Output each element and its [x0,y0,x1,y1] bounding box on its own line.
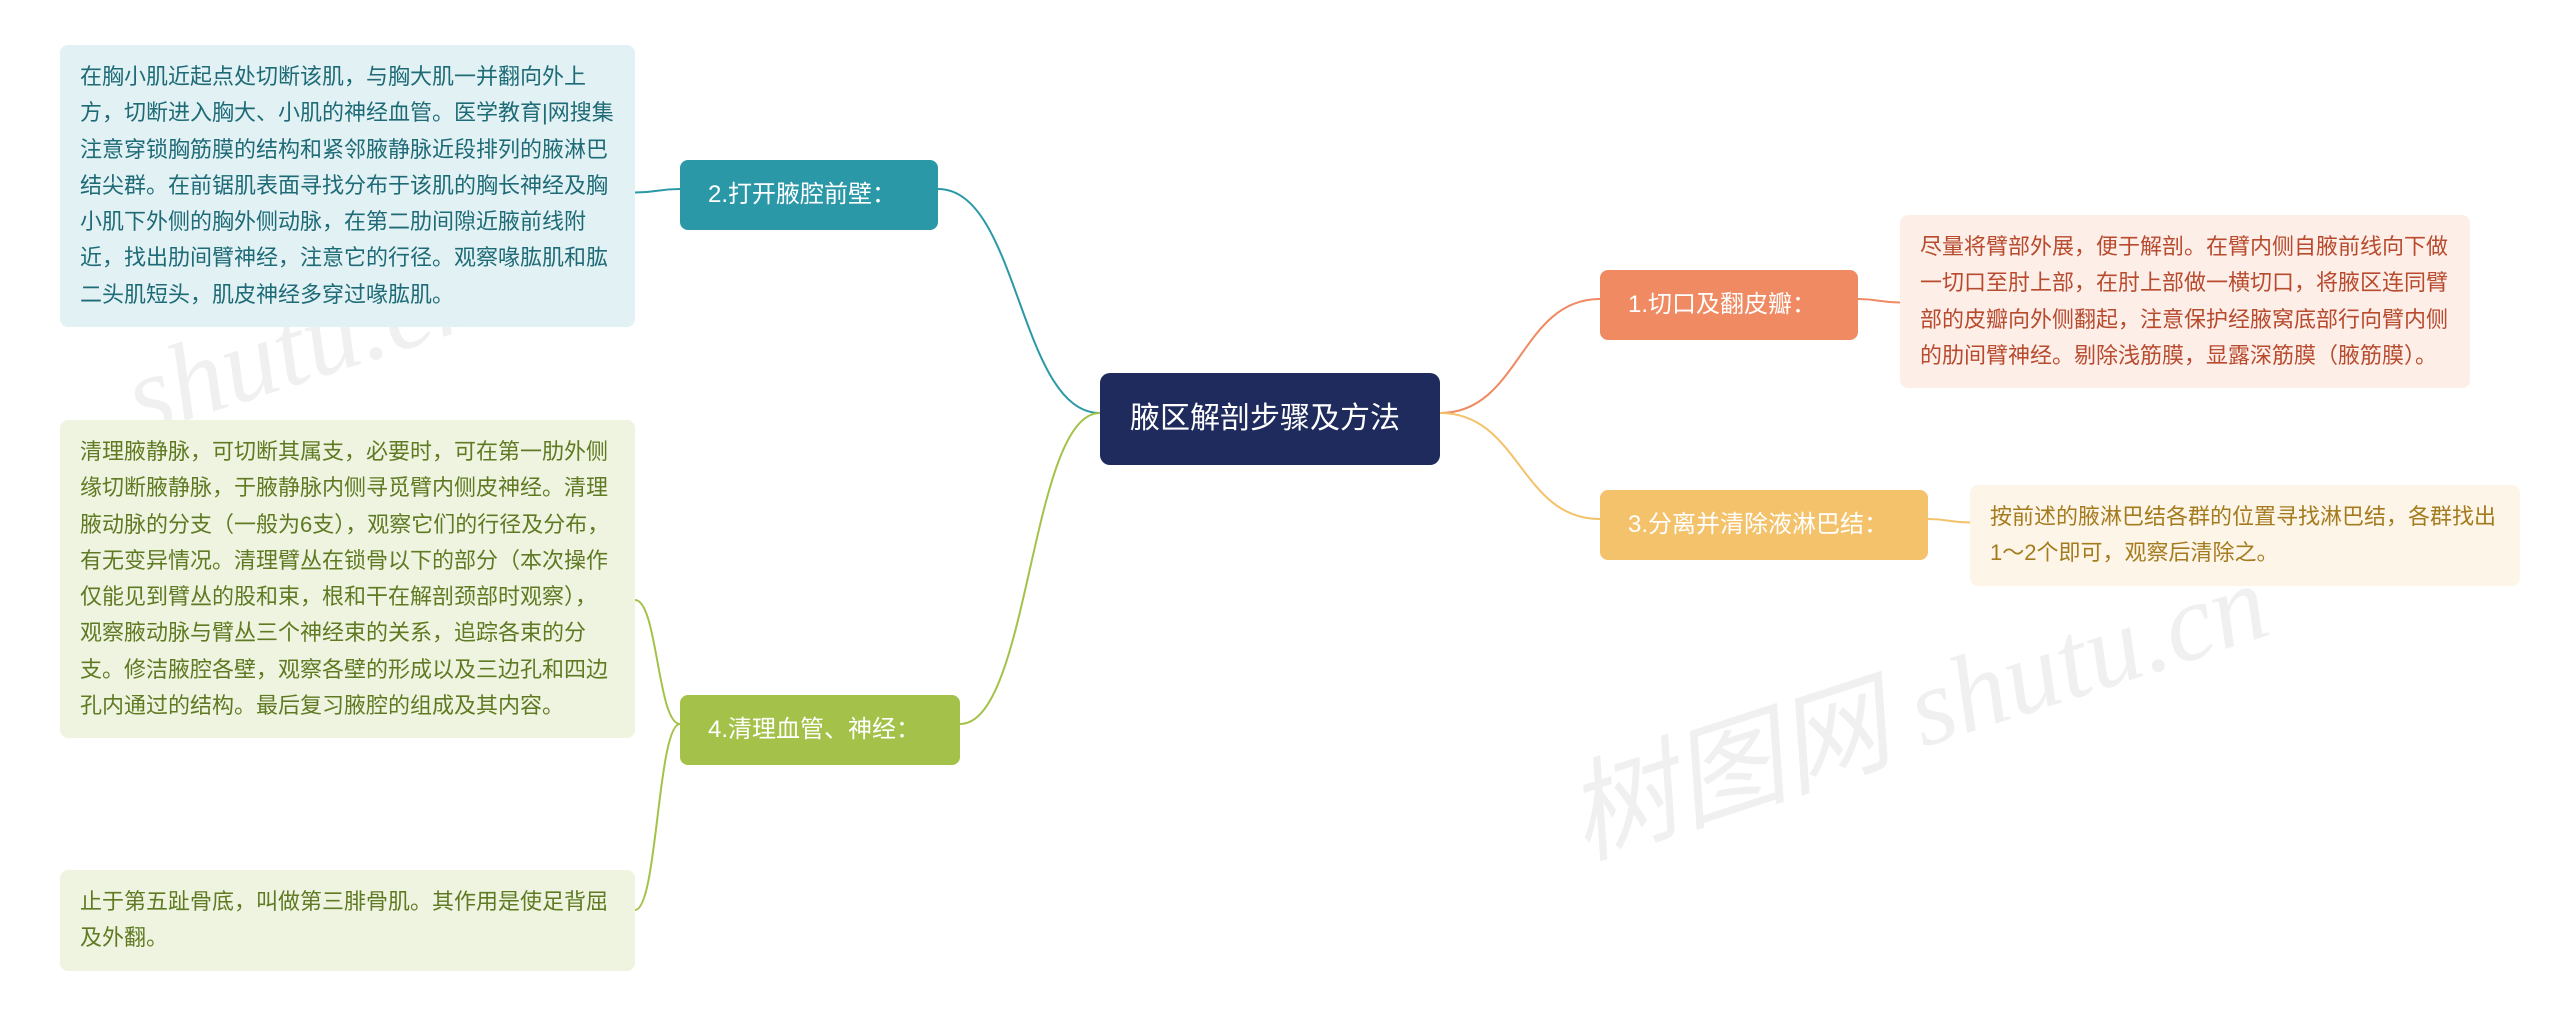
center-topic: 腋区解剖步骤及方法 [1100,373,1440,465]
branch-node-b4: 4.清理血管、神经： [680,695,960,765]
center-label: 腋区解剖步骤及方法 [1130,402,1400,435]
leaf-node-b4-1: 止于第五趾骨底，叫做第三腓骨肌。其作用是使足背屈及外翻。 [60,870,635,971]
leaf-node-b3-0: 按前述的腋淋巴结各群的位置寻找淋巴结，各群找出1～2个即可，观察后清除之。 [1970,485,2520,586]
branch-node-b3: 3.分离并清除液淋巴结： [1600,490,1928,560]
branch-node-b2: 2.打开腋腔前壁： [680,160,938,230]
leaf-node-b1-0: 尽量将臂部外展，便于解剖。在臂内侧自腋前线向下做一切口至肘上部，在肘上部做一横切… [1900,215,2470,388]
leaf-node-b2-0: 在胸小肌近起点处切断该肌，与胸大肌一并翻向外上方，切断进入胸大、小肌的神经血管。… [60,45,635,327]
leaf-node-b4-0: 清理腋静脉，可切断其属支，必要时，可在第一肋外侧缘切断腋静脉，于腋静脉内侧寻觅臂… [60,420,635,738]
branch-node-b1: 1.切口及翻皮瓣： [1600,270,1858,340]
